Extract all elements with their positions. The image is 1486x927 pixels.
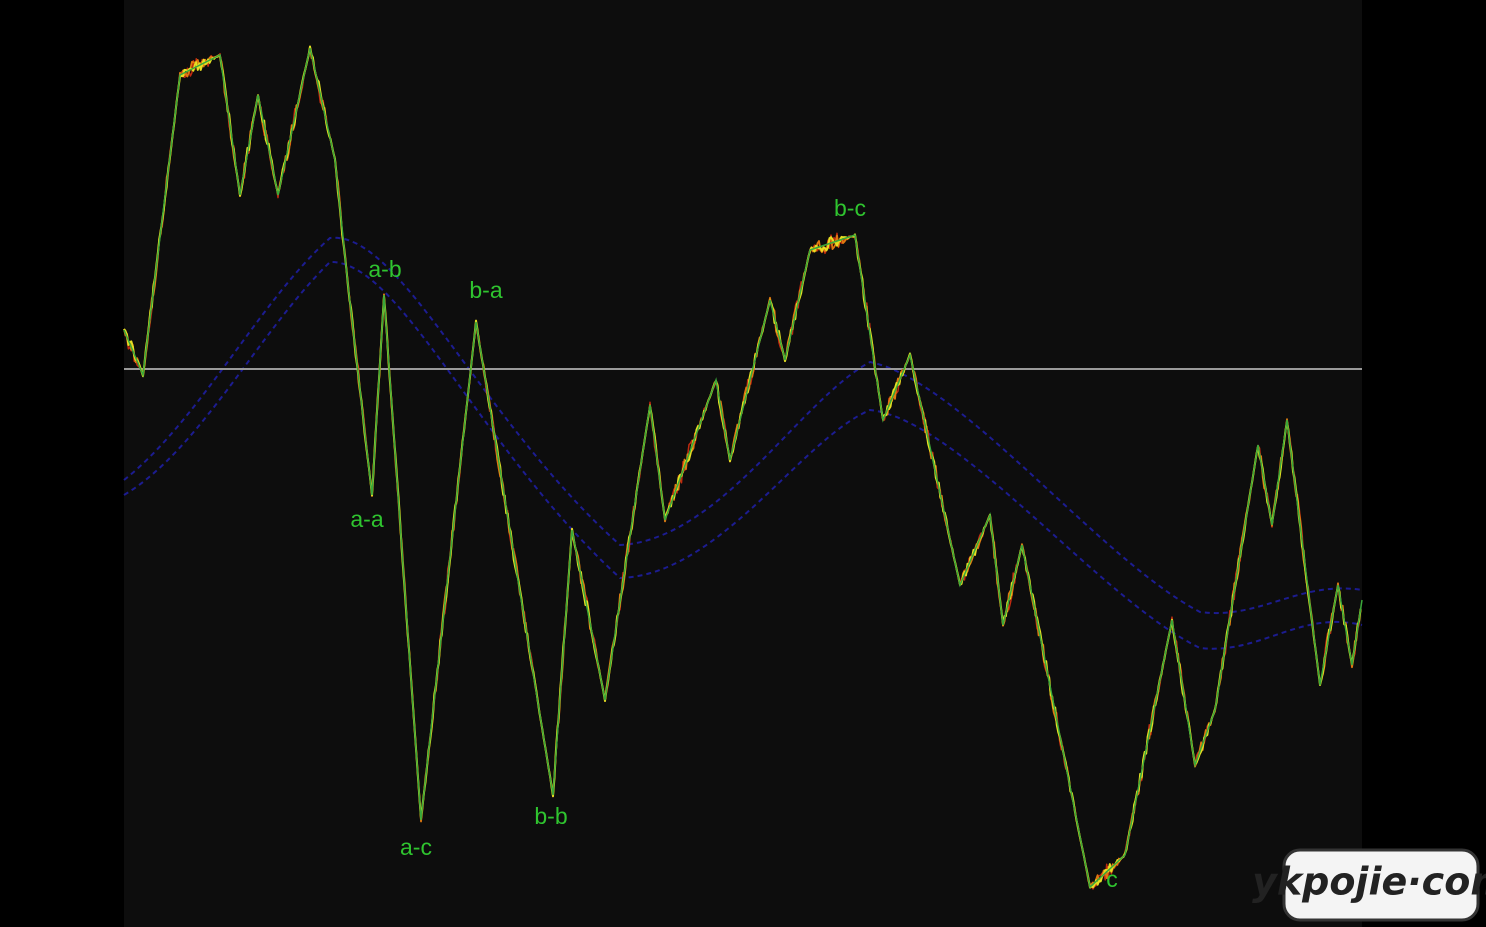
zigzag-line — [123, 47, 1363, 889]
wave-label: b-c — [834, 195, 866, 221]
watermark: ykpojie·com — [1252, 860, 1486, 904]
wave-label: a-a — [350, 506, 383, 532]
wave-label: c — [1106, 866, 1118, 892]
wave-label: a-b — [368, 256, 401, 282]
upper-band — [123, 236, 1363, 615]
lower-band — [123, 260, 1363, 650]
moving-average-bands — [123, 236, 1363, 650]
wave-label: b-b — [534, 803, 567, 829]
wave-label: a-c — [400, 834, 432, 860]
plot-background — [124, 0, 1362, 927]
watermark-box — [1282, 848, 1480, 922]
wave-label: b-a — [469, 277, 502, 303]
